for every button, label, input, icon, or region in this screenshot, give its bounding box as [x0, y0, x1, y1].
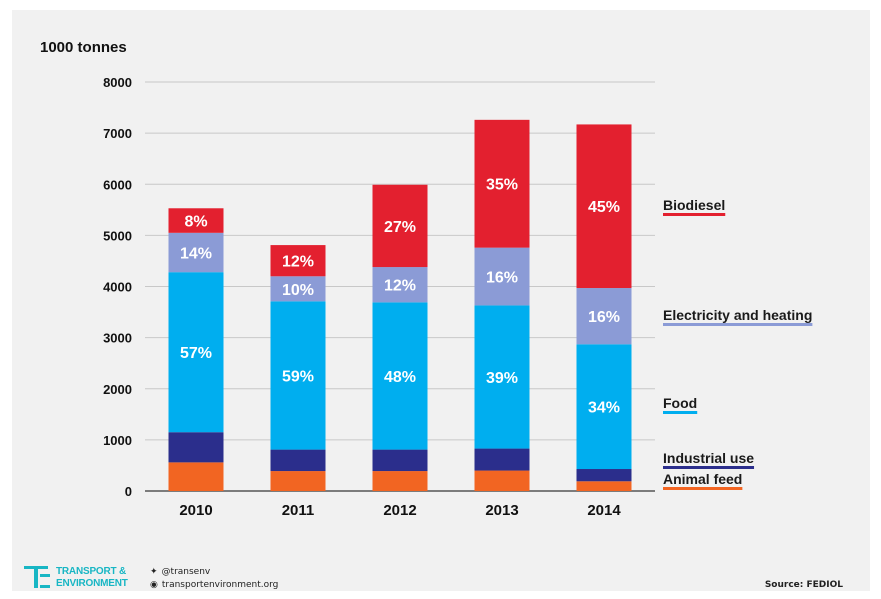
- y-tick-label: 3000: [103, 331, 132, 346]
- y-tick-label: 7000: [103, 126, 132, 141]
- logo-line-1: TRANSPORT &: [56, 566, 127, 577]
- chart-panel: [12, 10, 870, 591]
- bar-segment: [576, 481, 632, 491]
- data-label: 45%: [588, 199, 620, 216]
- data-label: 12%: [282, 254, 314, 271]
- legend-swatch: [663, 213, 726, 216]
- x-tick-label: 2010: [179, 502, 212, 519]
- logo-line-2: ENVIRONMENT: [56, 578, 128, 589]
- bar-segment: [168, 432, 224, 463]
- bar-segment: [474, 305, 530, 449]
- twitter-handle[interactable]: @transenv: [161, 567, 211, 577]
- legend: Animal feed Industrial use Food Electricity…: [663, 197, 813, 490]
- legend-swatch: [663, 323, 813, 326]
- data-label: 16%: [588, 309, 620, 326]
- bar-segment: [576, 124, 632, 289]
- website-link[interactable]: transportenvironment.org: [161, 580, 279, 590]
- bar-segment: [270, 276, 326, 302]
- x-tick-label: 2012: [383, 502, 416, 519]
- data-label: 34%: [588, 400, 620, 417]
- bar-segment: [270, 471, 326, 491]
- te-logo-icon: [24, 566, 50, 588]
- legend-label: Food: [663, 395, 697, 411]
- y-axis: 0 1000 2000 3000 4000 5000 6000 7000 8000: [103, 75, 132, 499]
- data-label: 8%: [184, 214, 207, 231]
- twitter-bird-icon: ✦: [150, 567, 158, 577]
- legend-label: Industrial use: [663, 450, 754, 466]
- source-note: Source: FEDIOL: [764, 580, 843, 590]
- data-label: 59%: [282, 368, 314, 385]
- data-label: 39%: [486, 370, 518, 387]
- bar-segment: [372, 471, 428, 491]
- x-tick-label: 2011: [282, 502, 315, 519]
- bar-segment: [372, 267, 428, 303]
- social-links: ✦ @transenv ◉ transportenvironment.org: [150, 566, 278, 592]
- y-tick-label: 2000: [103, 382, 132, 397]
- bar-segment: [168, 232, 224, 273]
- bar-segment: [168, 462, 224, 491]
- bar-segment: [474, 470, 530, 491]
- legend-swatch: [663, 466, 755, 469]
- data-label: 10%: [282, 282, 314, 299]
- bar-segment: [372, 184, 428, 268]
- data-label: 35%: [486, 177, 518, 194]
- bar-segment: [270, 449, 326, 472]
- bar-segment: [168, 208, 224, 233]
- x-tick-label: 2014: [587, 502, 621, 519]
- bar-segment: [372, 302, 428, 450]
- data-label: 27%: [384, 219, 416, 236]
- data-label: 14%: [180, 246, 212, 263]
- globe-icon: ◉: [150, 580, 158, 590]
- bar-segment: [270, 301, 326, 450]
- y-tick-label: 5000: [103, 228, 132, 243]
- bar-segment: [474, 448, 530, 471]
- data-label: 16%: [486, 270, 518, 287]
- bar-segment: [270, 245, 326, 277]
- bar-segment: [576, 469, 632, 482]
- y-tick-label: 0: [125, 484, 132, 499]
- data-label: 48%: [384, 369, 416, 386]
- y-tick-label: 6000: [103, 177, 132, 192]
- bar-segment: [168, 272, 224, 433]
- bar-segment: [474, 119, 530, 248]
- bar-segment: [576, 344, 632, 470]
- x-tick-label: 2013: [485, 502, 518, 519]
- bar-segment: [576, 288, 632, 345]
- brand-logo[interactable]: TRANSPORT & ENVIRONMENT: [24, 566, 128, 592]
- legend-label: Biodiesel: [663, 197, 725, 213]
- bar-segment: [474, 247, 530, 306]
- y-tick-label: 8000: [103, 75, 132, 90]
- bars: 57% 14% 8% 59% 10% 12% 48% 12% 27% 39% 16% 35% 34% 16…: [168, 119, 632, 491]
- legend-swatch: [663, 411, 698, 414]
- bar-segment: [372, 449, 428, 472]
- x-axis: 2010 2011 2012 2013 2014: [179, 502, 621, 519]
- data-label: 57%: [180, 345, 212, 362]
- legend-label: Animal feed: [663, 471, 742, 487]
- legend-swatch: [663, 487, 743, 490]
- y-tick-label: 1000: [103, 433, 132, 448]
- legend-label: Electricity and heating: [663, 307, 812, 323]
- data-label: 12%: [384, 278, 416, 295]
- y-tick-label: 4000: [103, 280, 132, 295]
- y-axis-title: 1000 tonnes: [40, 39, 127, 56]
